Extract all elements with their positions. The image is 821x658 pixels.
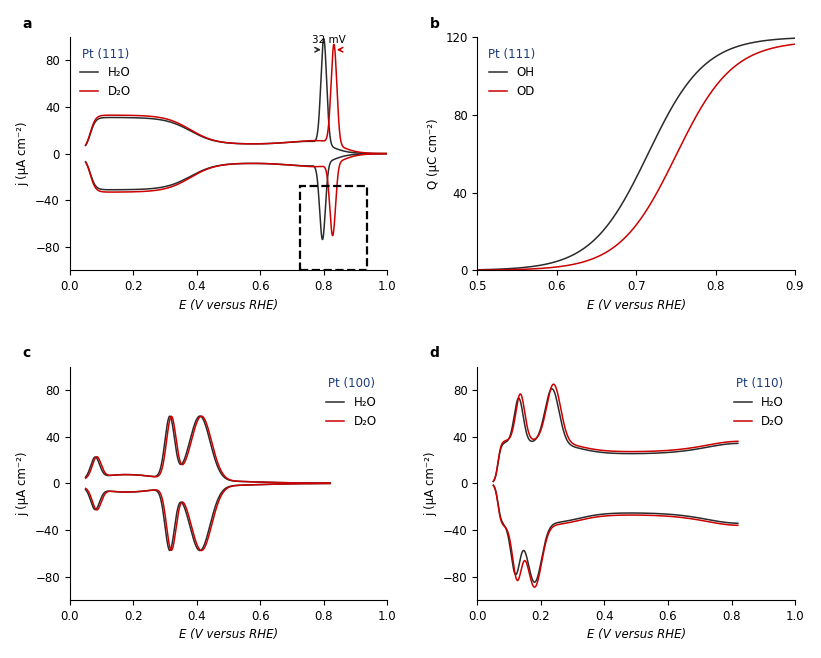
X-axis label: E (V versus RHE): E (V versus RHE) [587, 299, 686, 312]
Y-axis label: j (μA cm⁻²): j (μA cm⁻²) [424, 451, 438, 516]
Y-axis label: j (μA cm⁻²): j (μA cm⁻²) [16, 451, 30, 516]
Y-axis label: Q (μC cm⁻²): Q (μC cm⁻²) [427, 118, 440, 189]
Legend: H₂O, D₂O: H₂O, D₂O [729, 372, 789, 433]
Legend: H₂O, D₂O: H₂O, D₂O [322, 372, 382, 433]
X-axis label: E (V versus RHE): E (V versus RHE) [587, 628, 686, 642]
Text: d: d [429, 346, 440, 360]
Bar [300, 186, 367, 270]
Text: c: c [22, 346, 30, 360]
Text: b: b [429, 16, 440, 30]
Legend: OH, OD: OH, OD [484, 43, 540, 103]
Text: a: a [22, 16, 31, 30]
Legend: H₂O, D₂O: H₂O, D₂O [76, 43, 135, 103]
X-axis label: E (V versus RHE): E (V versus RHE) [179, 628, 278, 642]
Y-axis label: j (μA cm⁻²): j (μA cm⁻²) [16, 121, 30, 186]
Text: 32 mV: 32 mV [312, 35, 346, 45]
X-axis label: E (V versus RHE): E (V versus RHE) [179, 299, 278, 312]
